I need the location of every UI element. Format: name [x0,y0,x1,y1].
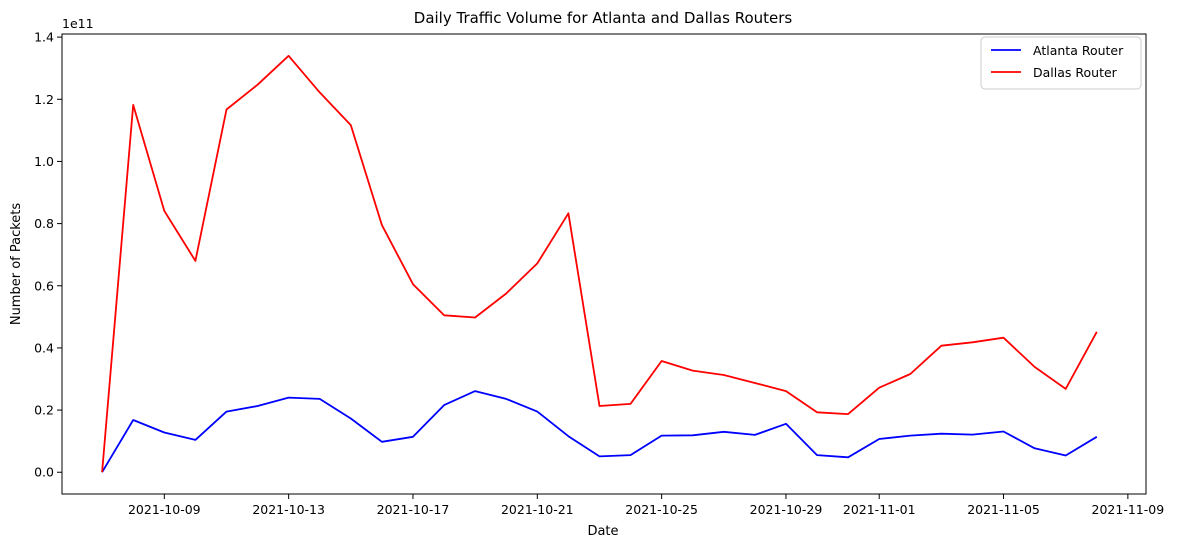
x-tick-label: 2021-10-29 [750,502,823,517]
y-offset-text: 1e11 [62,16,94,31]
x-tick-label: 2021-10-13 [252,502,325,517]
x-tick-label: 2021-11-09 [1092,502,1165,517]
x-axis-label: Date [587,524,618,539]
x-tick-label: 2021-10-17 [377,502,450,517]
x-tick-label: 2021-11-01 [843,502,916,517]
plot-frame [61,33,1147,495]
series-line-dallas-router [101,54,1098,473]
y-tick-label: 0.2 [34,403,54,418]
legend-label-atlanta: Atlanta Router [1033,43,1124,58]
y-tick-label: 0.8 [34,216,54,231]
series-layer [101,54,1098,473]
legend: Atlanta Router Dallas Router [980,36,1142,90]
y-tick-label: 1.0 [34,154,54,169]
x-axis-ticks: 2021-10-09 2021-10-13 2021-10-17 2021-10-21… [128,494,1164,517]
plot-area [62,34,1146,494]
y-tick-label: 0.0 [34,465,54,480]
legend-label-dallas: Dallas Router [1033,65,1118,80]
x-tick-label: 2021-10-09 [128,502,201,517]
y-tick-label: 1.2 [34,92,54,107]
series-line-atlanta-router [101,390,1098,473]
x-tick-label: 2021-10-21 [501,502,574,517]
y-axis-ticks: 0.0 0.2 0.4 0.6 0.8 1.0 1.2 1.4 [34,30,62,480]
x-tick-label: 2021-10-25 [625,502,698,517]
y-tick-label: 1.4 [34,30,54,45]
x-tick-label: 2021-11-05 [967,502,1040,517]
y-tick-label: 0.6 [34,278,54,293]
y-tick-label: 0.4 [34,340,54,355]
chart-title: Daily Traffic Volume for Atlanta and Dal… [414,9,793,27]
y-axis-label: Number of Packets [9,203,24,326]
